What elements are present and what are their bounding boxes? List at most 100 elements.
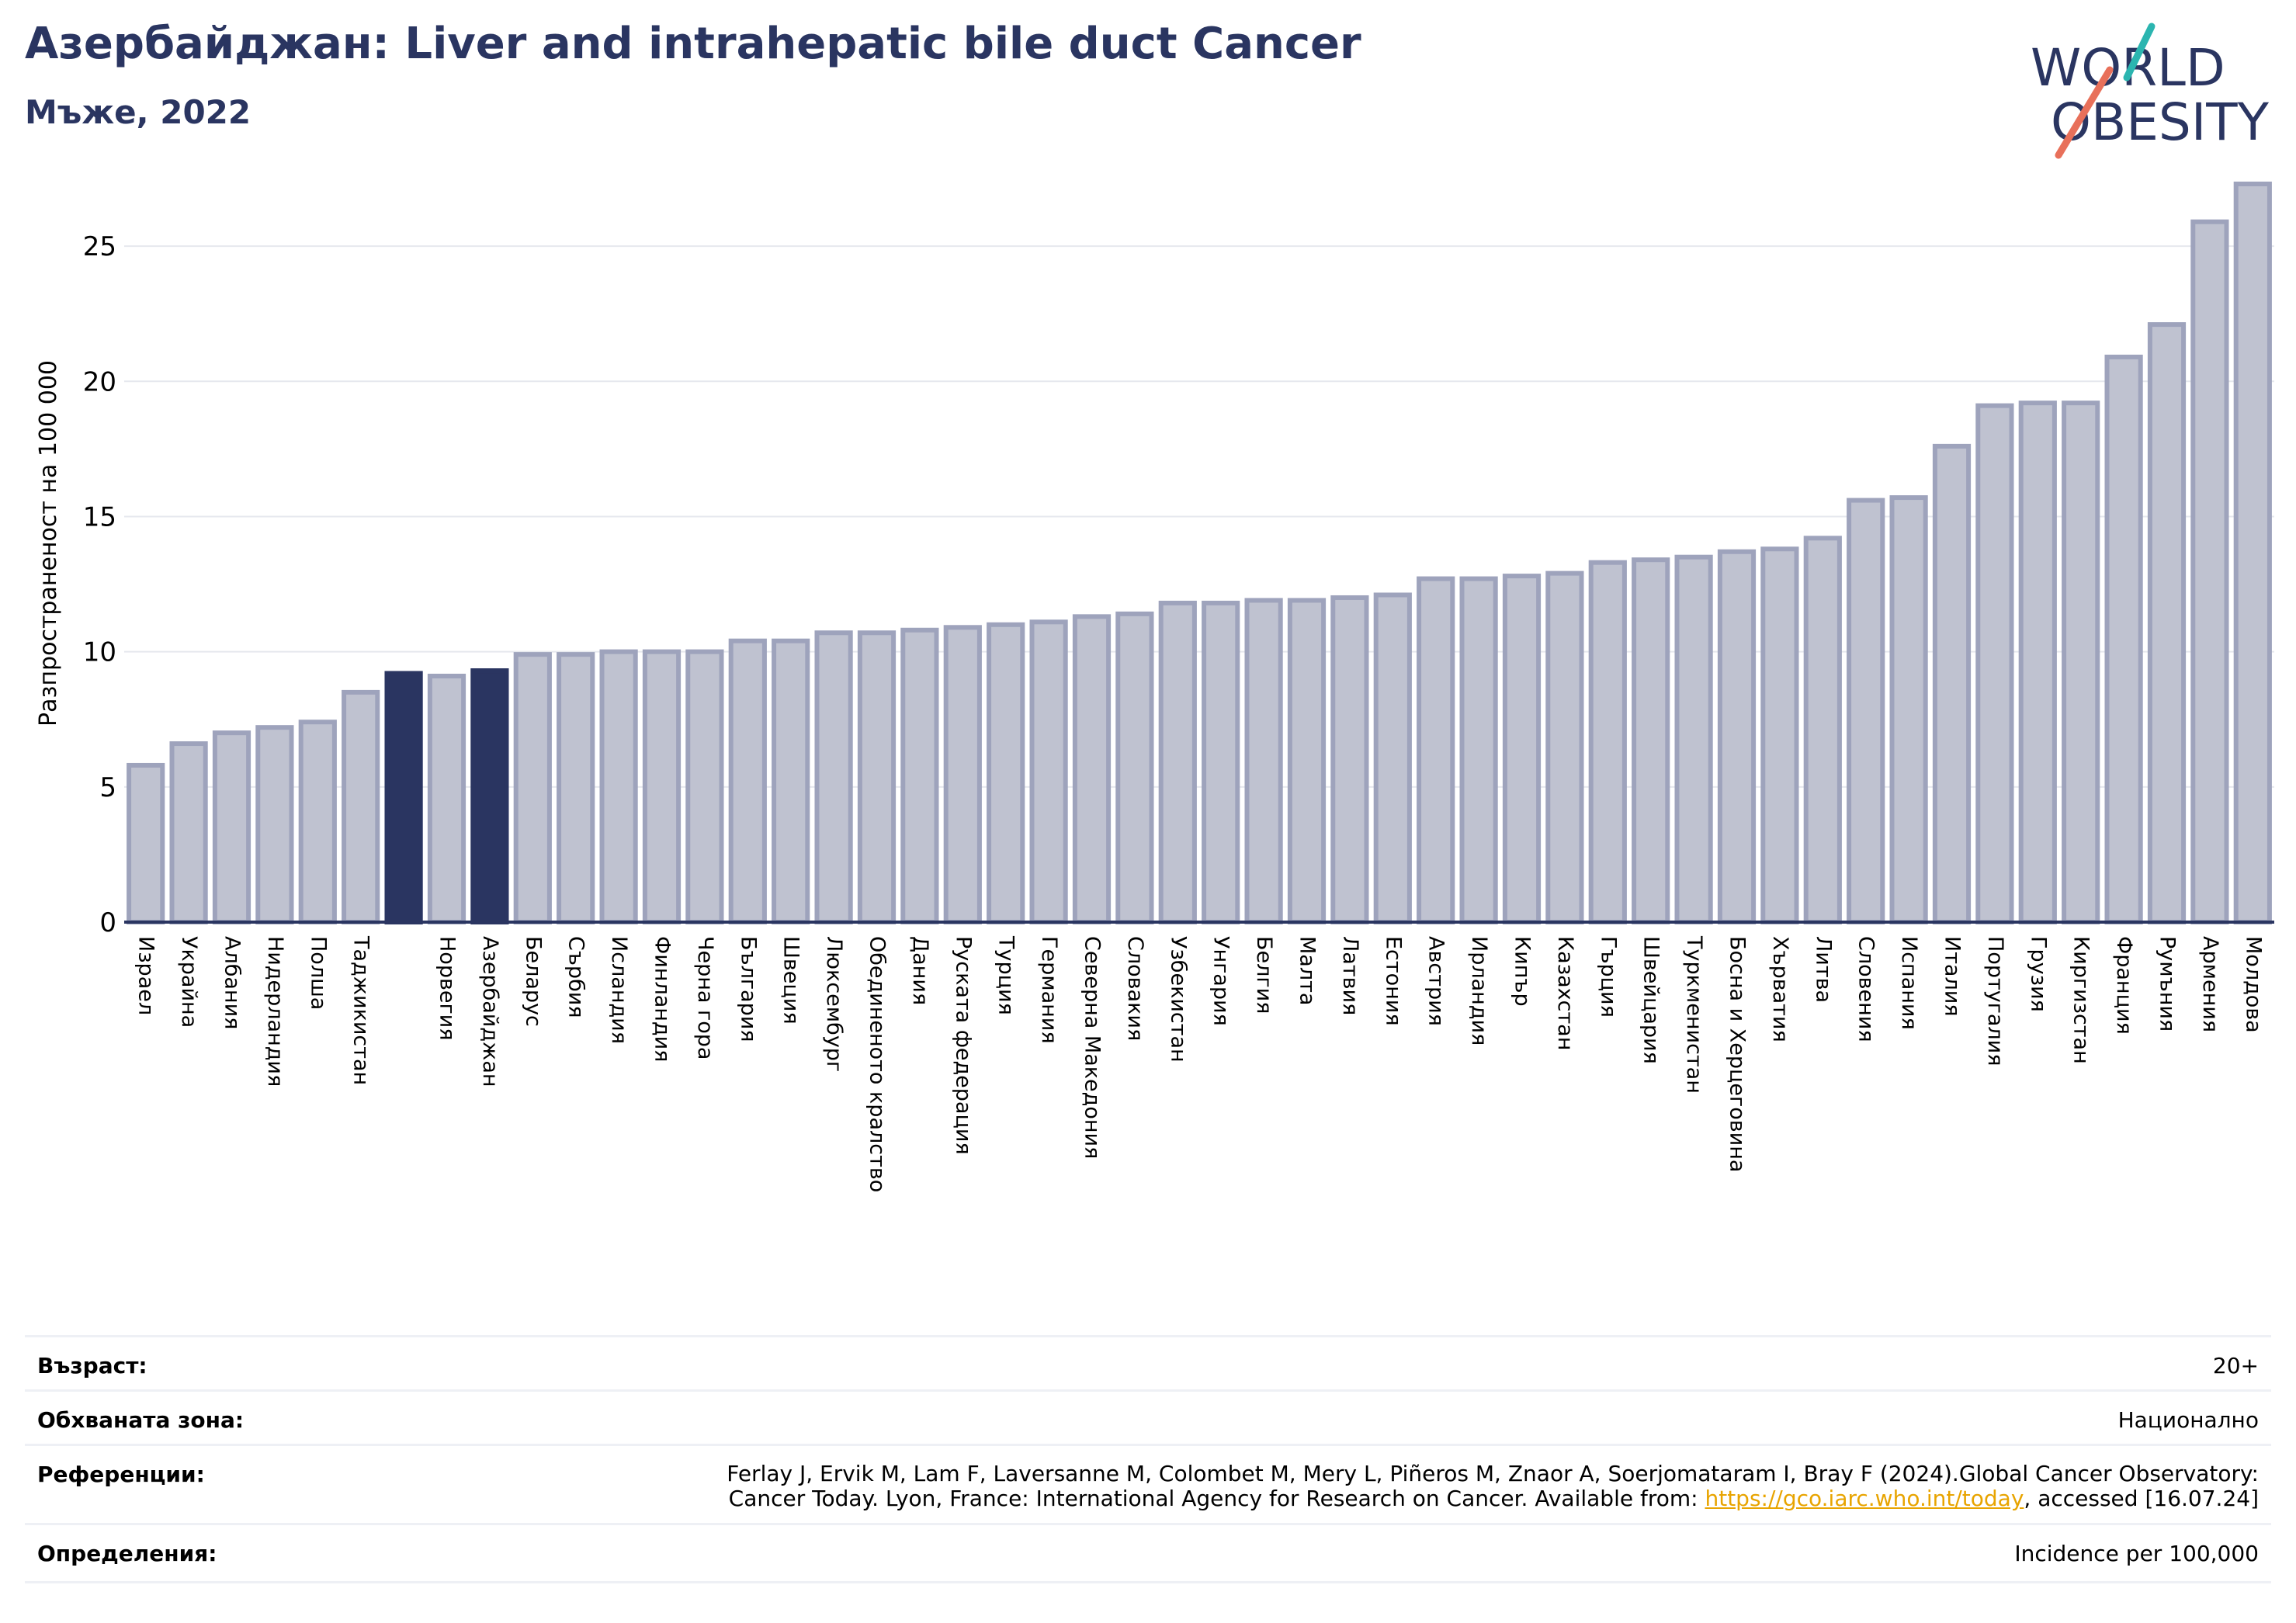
x-tick-label: Узбекистан (1166, 936, 1190, 1063)
bar (1417, 576, 1455, 924)
x-tick-label: Беларус (521, 936, 545, 1027)
x-tick-label: Италия (1941, 936, 1965, 1017)
bar (1674, 554, 1713, 925)
x-tick-label: Израел (134, 936, 158, 1015)
info-row-definitions: Определения: Incidence per 100,000 (25, 1523, 2271, 1583)
references-label: Референции: (37, 1462, 205, 1487)
x-tick-label: Казахстан (1553, 936, 1577, 1050)
x-tick-label: Ирландия (1467, 936, 1491, 1046)
references-line-2: Cancer Today. Lyon, France: Internationa… (727, 1486, 2259, 1511)
bar (599, 649, 638, 924)
bar (1158, 600, 1197, 924)
x-tick-label: Обединеното кралство (865, 936, 890, 1192)
x-tick-label: Сърбия (564, 936, 588, 1018)
coverage-value: Национално (2117, 1407, 2259, 1433)
bar (2147, 322, 2187, 924)
bar (943, 625, 982, 924)
x-tick-label: Словакия (1123, 936, 1147, 1041)
x-tick-label: Грузия (2026, 936, 2050, 1012)
y-tick-label: 10 (83, 637, 116, 668)
references-value: Ferlay J, Ervik M, Lam F, Laversanne M, … (727, 1462, 2259, 1511)
bar (298, 720, 337, 925)
x-tick-label: Исландия (607, 936, 631, 1044)
bar (900, 627, 939, 924)
info-row-references: Референции: Ferlay J, Ervik M, Lam F, La… (25, 1444, 2271, 1525)
x-tick-label: Киргизстан (2069, 936, 2093, 1064)
coverage-label: Обхваната зона: (37, 1407, 245, 1433)
bar (384, 671, 423, 924)
x-tick-label: Малта (1295, 936, 1320, 1005)
chart-subtitle: Мъже, 2022 (25, 93, 251, 131)
y-tick-label: 25 (83, 231, 116, 262)
bar (2062, 401, 2100, 924)
y-tick-label: 15 (83, 501, 116, 532)
bar (2190, 219, 2229, 925)
bar (1717, 549, 1757, 924)
x-tick-label: България (736, 936, 760, 1042)
bar (685, 649, 724, 924)
chart-title: Азербайджан: Liver and intrahepatic bile… (25, 19, 1361, 69)
bar (513, 652, 552, 924)
bar (1072, 614, 1112, 925)
info-row-age: Възраст: 20+ (25, 1335, 2271, 1392)
x-tick-label: Германия (1037, 936, 1061, 1044)
x-tick-label: Дания (908, 936, 932, 1005)
bar (1202, 600, 1240, 924)
x-tick-label: Унгария (1209, 936, 1233, 1026)
bar (1932, 443, 1972, 924)
x-tick-label: Франция (2112, 936, 2136, 1035)
x-tick-label: Черна гора (693, 936, 717, 1059)
x-tick-label: Португалия (1983, 936, 2007, 1066)
x-tick-label: Испания (1897, 936, 1921, 1030)
bar (728, 638, 767, 925)
bar (255, 725, 294, 924)
age-label: Възраст: (37, 1353, 147, 1379)
x-tick-label: Молдова (2241, 936, 2265, 1033)
x-tick-label: Люксембург (822, 936, 846, 1072)
y-tick-labels: 0 5 10 15 20 25 (83, 231, 116, 938)
x-tick-label: Норвегия (435, 936, 460, 1040)
x-tick-label: Белгия (1252, 936, 1276, 1014)
world-obesity-logo: WORLD OBESITY (2031, 23, 2270, 159)
bar (987, 622, 1025, 924)
bar (772, 638, 810, 925)
x-tick-label: Румъния (2156, 936, 2180, 1032)
bar (470, 668, 509, 924)
bar (1588, 560, 1627, 925)
bar (342, 689, 380, 925)
y-tick-label: 5 (99, 772, 116, 803)
x-tick-labels: Израел Украйна Албания Нидерландия Полша Тадж… (134, 935, 2266, 1192)
bar (1502, 574, 1542, 924)
bar (169, 741, 208, 925)
info-table: Възраст: 20+ Обхваната зона: Национално … (25, 1335, 2271, 1591)
logo-slash-coral (2055, 66, 2114, 159)
references-accessed: , accessed [16.07.24] (2024, 1486, 2259, 1511)
x-tick-label: Азербайджан (478, 936, 502, 1087)
bar (212, 730, 251, 924)
x-tick-label: Латвия (1338, 936, 1362, 1015)
references-link[interactable]: https://gco.iarc.who.int/today (1705, 1486, 2024, 1511)
x-tick-label: Австрия (1424, 936, 1448, 1026)
bar-chart: 0 5 10 15 20 25 Израел Украйна Албания Нидерланд… (35, 181, 2274, 1192)
bar (427, 673, 466, 924)
x-tick-label: Босна и Херцеговина (1725, 936, 1750, 1172)
references-line-1: Ferlay J, Ervik M, Lam F, Laversanne M, … (727, 1461, 2259, 1486)
info-row-coverage: Обхваната зона: Национално (25, 1389, 2271, 1446)
bar (2104, 354, 2143, 925)
x-tick-label: Кипър (1510, 936, 1535, 1007)
x-tick-label: Литва (1811, 936, 1835, 1003)
y-tick-label: 20 (83, 366, 116, 397)
bar (127, 762, 165, 924)
y-tick-label: 0 (99, 907, 116, 938)
x-tick-label: Полша (306, 936, 330, 1010)
bar (2233, 181, 2272, 924)
bar (1760, 546, 1799, 924)
bar (1115, 611, 1154, 925)
bar (1975, 403, 2014, 924)
bar (1330, 595, 1369, 924)
age-value: 20+ (2212, 1353, 2259, 1379)
x-tick-label: Турция (994, 935, 1018, 1015)
x-tick-label: Швейцария (1639, 936, 1663, 1064)
definitions-label: Определения: (37, 1541, 217, 1566)
bars (127, 181, 2272, 925)
